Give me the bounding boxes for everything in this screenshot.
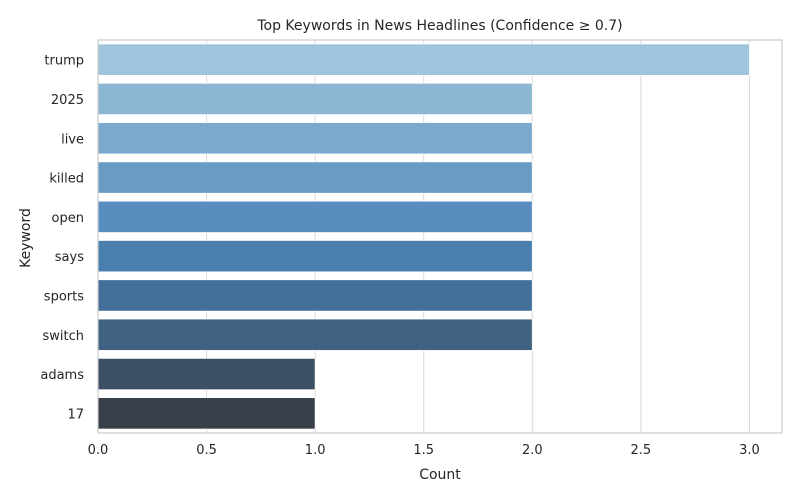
y-tick-label: killed [49, 172, 84, 187]
bar-sports [97, 279, 533, 312]
y-tick-label: adams [40, 368, 84, 383]
bar-killed [97, 161, 533, 194]
bar-says [97, 240, 533, 273]
y-tick-label: 2025 [51, 93, 84, 108]
bar-trump [97, 43, 750, 76]
y-tick-label: open [52, 211, 84, 226]
chart-title: Top Keywords in News Headlines (Confiden… [256, 18, 622, 34]
y-axis-label: Keyword [18, 208, 34, 268]
y-tick-label: 17 [67, 407, 84, 422]
bar-adams [97, 357, 316, 391]
bar-17 [97, 397, 316, 430]
x-tick-label: 3.0 [739, 443, 760, 458]
bar-2025 [97, 82, 533, 116]
x-tick-label: 2.0 [522, 443, 543, 458]
plot-frame [97, 39, 783, 434]
y-tick-labels: trump 2025 live killed open says sports switch a… [40, 54, 84, 423]
bars [97, 43, 750, 430]
y-tick-label: trump [44, 54, 84, 69]
y-tick-label: switch [42, 329, 84, 344]
y-tick-label: says [55, 250, 84, 265]
y-tick-label: sports [44, 289, 84, 304]
x-tick-labels: 0.0 0.5 1.0 1.5 2.0 2.5 3.0 [88, 443, 760, 458]
x-tick-label: 0.5 [196, 443, 217, 458]
x-tick-label: 1.0 [305, 443, 326, 458]
x-tick-label: 0.0 [88, 443, 109, 458]
x-tick-label: 2.5 [631, 443, 652, 458]
x-axis-label: Count [419, 467, 461, 483]
bar-live [97, 122, 533, 155]
x-tick-label: 1.5 [413, 443, 434, 458]
bar-switch [97, 318, 533, 351]
y-tick-label: live [61, 132, 84, 147]
bar-open [97, 200, 533, 233]
